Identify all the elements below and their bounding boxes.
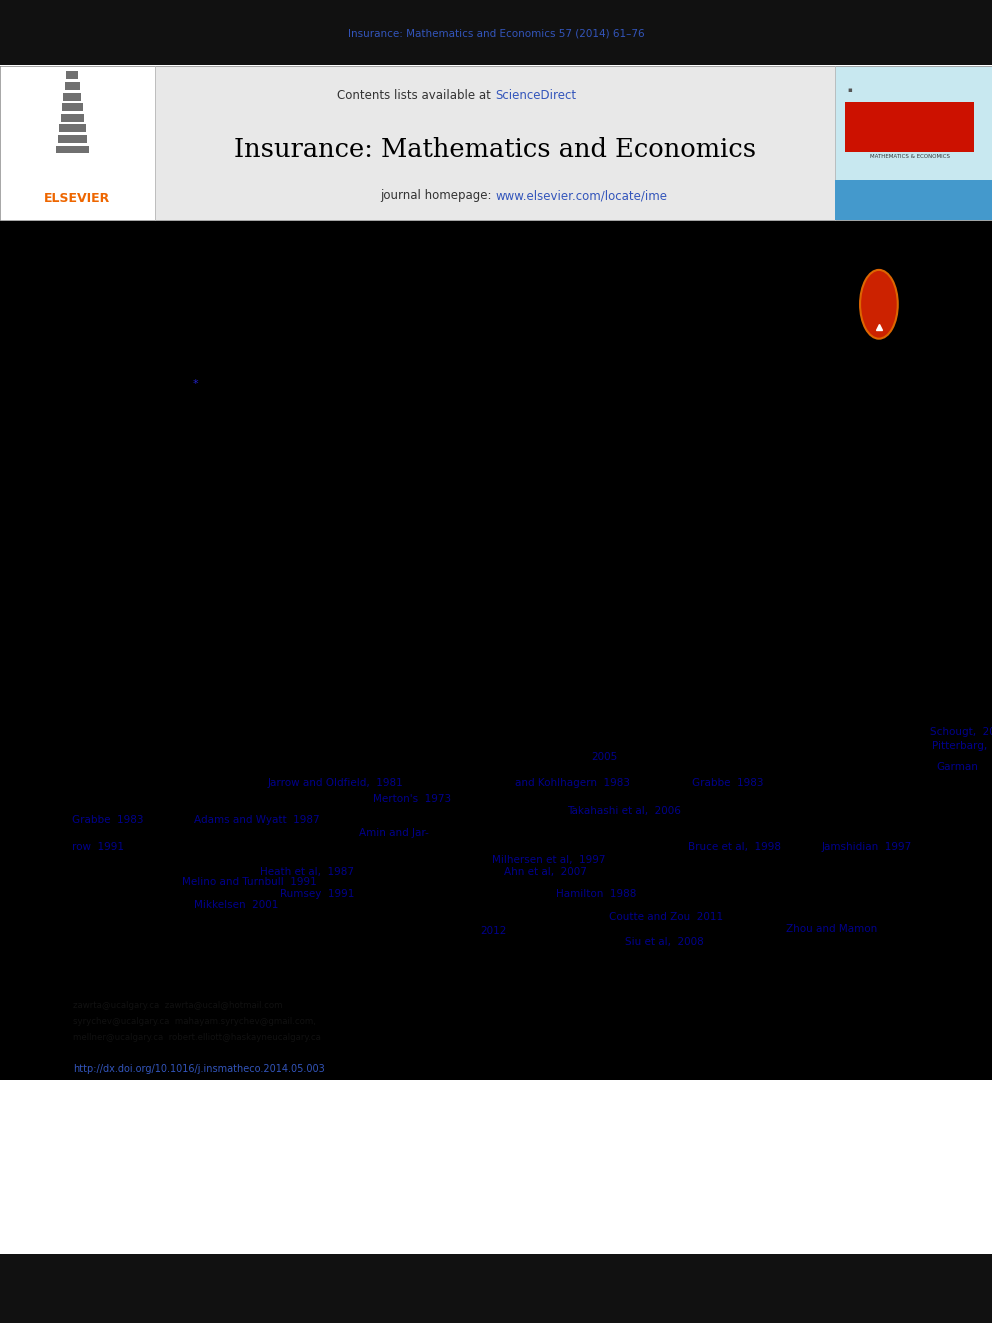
Bar	[835, 66, 992, 220]
Text: Ahn et al,  2007: Ahn et al, 2007	[504, 867, 587, 877]
Text: Adams and Wyatt  1987: Adams and Wyatt 1987	[194, 815, 320, 826]
Text: Rumsey  1991: Rumsey 1991	[280, 889, 354, 900]
Text: www.elsevier.com/locate/ime: www.elsevier.com/locate/ime	[495, 189, 667, 202]
Text: Coutte and Zou  2011: Coutte and Zou 2011	[609, 912, 723, 922]
Bar	[65, 82, 79, 90]
Text: Insurance: Mathematics and Economics 57 (2014) 61–76: Insurance: Mathematics and Economics 57 …	[347, 28, 645, 38]
Bar	[0, 66, 155, 220]
Text: Grabbe  1983: Grabbe 1983	[72, 815, 144, 826]
Bar	[56, 146, 88, 153]
Text: Hamilton  1988: Hamilton 1988	[556, 889, 636, 900]
Text: Milhersen et al,  1997: Milhersen et al, 1997	[492, 855, 605, 865]
Bar	[0, 66, 992, 1080]
Text: journal homepage:: journal homepage:	[380, 189, 495, 202]
Bar	[155, 66, 835, 220]
Bar	[62, 103, 82, 111]
Bar	[63, 93, 81, 101]
Text: Insurance: Mathematics and Economics: Insurance: Mathematics and Economics	[234, 138, 756, 161]
Bar	[845, 102, 974, 152]
Text: Contents lists available at: Contents lists available at	[337, 89, 495, 102]
Text: Heath et al,  1987: Heath et al, 1987	[260, 867, 354, 877]
Text: and Kohlhagern  1983: and Kohlhagern 1983	[515, 778, 630, 789]
Bar	[66, 71, 78, 79]
Text: Pitterbarg,: Pitterbarg,	[932, 741, 988, 751]
Text: Garman: Garman	[936, 762, 978, 773]
Text: Grabbe  1983: Grabbe 1983	[692, 778, 764, 789]
Bar	[58, 135, 87, 143]
Text: Takahashi et al,  2006: Takahashi et al, 2006	[567, 806, 682, 816]
Text: ScienceDirect: ScienceDirect	[495, 89, 576, 102]
Text: Jarrow and Oldfield,  1981: Jarrow and Oldfield, 1981	[268, 778, 404, 789]
Text: INSURANCE: INSURANCE	[874, 130, 945, 140]
Text: Merton's  1973: Merton's 1973	[373, 794, 451, 804]
Text: Zhou and Mamon: Zhou and Mamon	[786, 923, 877, 934]
Text: *: *	[192, 378, 198, 389]
Bar	[835, 180, 992, 220]
Text: 2012: 2012	[480, 926, 507, 937]
Bar	[61, 114, 84, 122]
Bar	[60, 124, 85, 132]
Text: Schougt,  2002: Schougt, 2002	[930, 726, 992, 737]
Ellipse shape	[860, 270, 898, 339]
Text: zawrta@ucalgary.ca  zawrta@ucal@hotmail.com: zawrta@ucalgary.ca zawrta@ucal@hotmail.c…	[73, 1002, 283, 1009]
Text: Mikkelsen  2001: Mikkelsen 2001	[194, 900, 279, 910]
Text: ELSEVIER: ELSEVIER	[45, 192, 110, 205]
Text: ▪: ▪	[847, 87, 852, 93]
Text: mellner@ucalgary.ca  robert.elliott@haskayneucalgary.ca: mellner@ucalgary.ca robert.elliott@haska…	[73, 1033, 321, 1041]
Text: Siu et al,  2008: Siu et al, 2008	[625, 937, 703, 947]
Text: MATHEMATICS & ECONOMICS: MATHEMATICS & ECONOMICS	[870, 153, 949, 159]
Text: Jamshidian  1997: Jamshidian 1997	[821, 841, 912, 852]
Bar	[0, 0, 992, 65]
Text: Melino and Turnbull  1991: Melino and Turnbull 1991	[182, 877, 316, 888]
Text: http://dx.doi.org/10.1016/j.insmatheco.2014.05.003: http://dx.doi.org/10.1016/j.insmatheco.2…	[73, 1064, 325, 1074]
Text: Amin and Jar-: Amin and Jar-	[359, 828, 429, 839]
Text: Bruce et al,  1998: Bruce et al, 1998	[688, 841, 782, 852]
Text: 2005: 2005	[591, 751, 617, 762]
Text: row  1991: row 1991	[72, 841, 124, 852]
Bar	[0, 1254, 992, 1323]
Text: syrychev@ucalgary.ca  mahayam.syrychev@gmail.com,: syrychev@ucalgary.ca mahayam.syrychev@gm…	[73, 1017, 316, 1025]
